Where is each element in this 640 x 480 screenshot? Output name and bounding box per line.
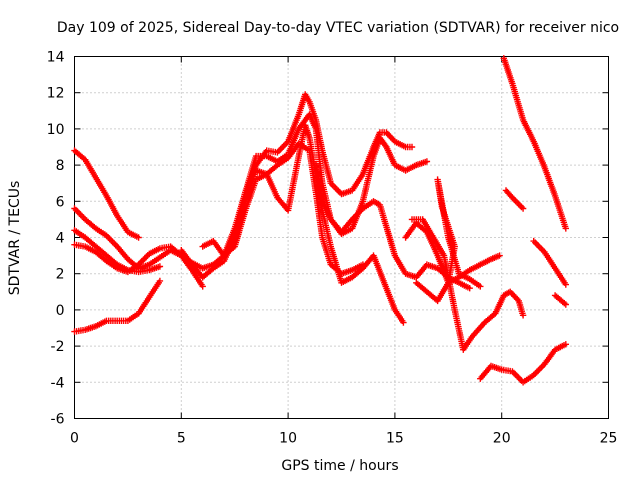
y-tick-label: -2 [51,339,65,355]
y-axis-label: SDTVAR / TECUs [7,181,23,296]
series-track-13 [500,55,569,232]
y-tick-label: 12 [47,86,65,102]
marker-cluster [71,277,164,335]
series-track-15 [530,237,569,288]
x-tick-label: 20 [493,431,511,447]
plot-frame [74,56,609,419]
series-track-7 [199,140,367,277]
marker-cluster [500,55,569,232]
y-tick-label: 2 [56,267,65,283]
series-track-16 [551,292,569,308]
marker-cluster [413,176,484,305]
series-track-17 [477,341,569,386]
series-track-4 [71,91,416,276]
marker-cluster [199,140,367,277]
marker-cluster [312,134,431,238]
x-axis-label: GPS time / hours [281,458,398,474]
marker-cluster [71,147,142,241]
y-tick-labels: -6 -4 -2 0 2 4 6 8 10 12 14 [47,50,65,428]
series-track-8 [231,111,473,292]
series-track-12 [413,176,484,305]
series-track-1 [71,147,142,241]
marker-cluster [408,216,527,353]
y-tick-label: 0 [56,303,65,319]
x-tick-label: 0 [70,431,79,447]
marker-cluster [71,91,416,276]
y-tick-label: -4 [51,375,65,391]
series-track-9 [312,134,431,238]
y-tick-label: 4 [56,231,65,247]
marker-cluster [530,237,569,288]
x-tick-label: 5 [177,431,186,447]
series-track-14 [502,187,527,212]
marker-cluster [502,187,527,212]
x-tick-label: 10 [279,431,297,447]
axis-ticks [74,56,609,419]
marker-cluster [551,292,569,308]
x-tick-label: 25 [600,431,618,447]
y-tick-label: 6 [56,194,65,210]
x-tick-labels: 0 5 10 15 20 25 [70,431,617,447]
marker-cluster [71,205,206,290]
y-tick-label: 8 [56,158,65,174]
series-track-11 [408,216,527,353]
marker-cluster [231,111,473,292]
y-tick-label: -6 [51,412,65,428]
data-series [71,55,569,386]
x-tick-label: 15 [386,431,404,447]
marker-cluster [477,341,569,386]
series-track-2 [71,205,206,290]
grid-lines [74,56,609,419]
y-tick-label: 14 [47,50,65,66]
y-tick-label: 10 [47,122,65,138]
chart-title: Day 109 of 2025, Sidereal Day-to-day VTE… [57,20,619,36]
series-track-5 [71,277,164,335]
